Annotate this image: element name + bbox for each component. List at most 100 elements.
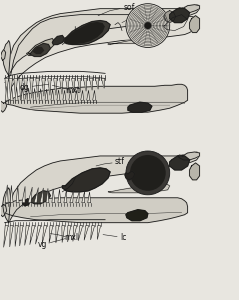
Polygon shape <box>126 210 148 221</box>
Polygon shape <box>77 78 81 92</box>
Polygon shape <box>108 35 162 44</box>
Polygon shape <box>16 186 19 203</box>
Polygon shape <box>62 21 110 44</box>
Polygon shape <box>76 191 79 203</box>
Text: lc: lc <box>120 233 126 242</box>
Polygon shape <box>36 78 39 97</box>
Polygon shape <box>3 188 11 223</box>
Polygon shape <box>27 88 30 100</box>
Polygon shape <box>9 78 12 98</box>
Polygon shape <box>81 90 84 100</box>
Polygon shape <box>0 205 7 217</box>
Polygon shape <box>20 226 23 246</box>
Polygon shape <box>36 226 41 244</box>
Polygon shape <box>62 168 110 192</box>
Polygon shape <box>28 187 32 203</box>
Polygon shape <box>48 78 51 95</box>
Text: mxl: mxl <box>64 233 78 242</box>
Polygon shape <box>62 226 65 242</box>
Polygon shape <box>64 22 104 44</box>
Polygon shape <box>190 163 200 180</box>
Polygon shape <box>15 226 18 247</box>
Polygon shape <box>40 188 43 203</box>
Polygon shape <box>10 87 13 100</box>
Polygon shape <box>58 189 61 203</box>
Circle shape <box>126 151 170 195</box>
Polygon shape <box>170 9 190 22</box>
Polygon shape <box>46 188 49 203</box>
Polygon shape <box>42 78 45 96</box>
Polygon shape <box>4 198 188 223</box>
Polygon shape <box>42 226 47 244</box>
Polygon shape <box>71 78 75 92</box>
Polygon shape <box>101 78 105 88</box>
Polygon shape <box>190 16 200 32</box>
Polygon shape <box>1 50 6 60</box>
Polygon shape <box>8 5 200 75</box>
Text: mxt: mxt <box>65 86 80 95</box>
Polygon shape <box>10 185 13 203</box>
Polygon shape <box>178 5 200 13</box>
Text: vg: vg <box>38 240 47 249</box>
Polygon shape <box>28 44 50 56</box>
Text: dg: dg <box>20 83 29 92</box>
Polygon shape <box>14 78 17 100</box>
Polygon shape <box>5 86 8 100</box>
Polygon shape <box>88 192 91 203</box>
Polygon shape <box>78 226 83 241</box>
Polygon shape <box>21 88 24 100</box>
Polygon shape <box>57 90 60 100</box>
Polygon shape <box>25 226 29 245</box>
Polygon shape <box>178 152 200 160</box>
Polygon shape <box>91 226 95 240</box>
Polygon shape <box>60 78 63 94</box>
Polygon shape <box>56 226 59 243</box>
Polygon shape <box>70 190 73 203</box>
Polygon shape <box>170 156 190 170</box>
Polygon shape <box>84 226 89 240</box>
Polygon shape <box>24 78 27 99</box>
Polygon shape <box>3 40 11 75</box>
Polygon shape <box>73 226 77 242</box>
Polygon shape <box>64 190 67 203</box>
Polygon shape <box>34 188 38 203</box>
Text: sof: sof <box>123 3 135 12</box>
Polygon shape <box>45 89 48 100</box>
Polygon shape <box>39 89 42 100</box>
Polygon shape <box>8 152 200 223</box>
Polygon shape <box>5 185 8 203</box>
Polygon shape <box>4 84 188 113</box>
Circle shape <box>130 155 166 191</box>
Polygon shape <box>22 186 25 203</box>
Polygon shape <box>68 226 71 242</box>
Polygon shape <box>4 226 8 247</box>
Polygon shape <box>54 78 57 95</box>
Polygon shape <box>0 101 7 112</box>
Polygon shape <box>22 199 31 206</box>
Polygon shape <box>33 88 36 100</box>
Polygon shape <box>75 90 78 100</box>
Polygon shape <box>164 11 176 22</box>
Polygon shape <box>52 189 55 203</box>
Polygon shape <box>128 102 152 112</box>
Polygon shape <box>95 78 99 89</box>
Polygon shape <box>87 90 90 100</box>
Circle shape <box>126 4 170 47</box>
Polygon shape <box>28 191 50 204</box>
Polygon shape <box>11 15 200 88</box>
Polygon shape <box>82 191 85 203</box>
Polygon shape <box>49 226 53 243</box>
Polygon shape <box>108 183 170 193</box>
Polygon shape <box>89 78 93 90</box>
Polygon shape <box>125 171 135 180</box>
Polygon shape <box>30 226 35 245</box>
Polygon shape <box>51 89 54 100</box>
Polygon shape <box>63 90 66 100</box>
Polygon shape <box>52 35 64 44</box>
Polygon shape <box>93 90 96 100</box>
Polygon shape <box>30 78 33 98</box>
Polygon shape <box>69 90 72 100</box>
Text: stf: stf <box>115 158 125 166</box>
Polygon shape <box>65 78 69 93</box>
Polygon shape <box>5 78 8 96</box>
